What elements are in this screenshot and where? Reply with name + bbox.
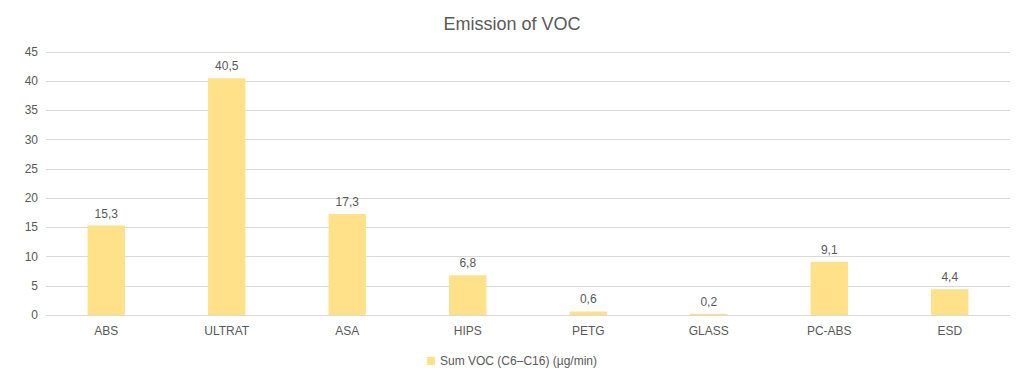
svg-text:Sum VOC (C6–C16) (µg/min): Sum VOC (C6–C16) (µg/min) <box>440 354 597 368</box>
svg-text:PC-ABS: PC-ABS <box>807 324 852 338</box>
svg-text:ESD: ESD <box>937 324 962 338</box>
svg-text:15: 15 <box>25 220 39 234</box>
svg-text:5: 5 <box>31 279 38 293</box>
svg-text:30: 30 <box>25 133 39 147</box>
svg-text:HIPS: HIPS <box>454 324 482 338</box>
svg-text:25: 25 <box>25 162 39 176</box>
svg-text:0,2: 0,2 <box>700 295 717 309</box>
svg-text:ULTRAT: ULTRAT <box>204 324 250 338</box>
svg-text:6,8: 6,8 <box>459 256 476 270</box>
svg-text:20: 20 <box>25 191 39 205</box>
svg-text:0: 0 <box>31 308 38 322</box>
svg-text:0,6: 0,6 <box>580 292 597 306</box>
svg-text:GLASS: GLASS <box>689 324 729 338</box>
svg-text:PETG: PETG <box>572 324 605 338</box>
svg-text:10: 10 <box>25 250 39 264</box>
svg-text:17,3: 17,3 <box>336 195 360 209</box>
svg-text:9,1: 9,1 <box>821 243 838 257</box>
svg-text:4,4: 4,4 <box>941 270 958 284</box>
svg-text:ABS: ABS <box>94 324 118 338</box>
svg-text:45: 45 <box>25 45 39 59</box>
svg-text:ASA: ASA <box>335 324 359 338</box>
svg-text:Emission of VOC: Emission of VOC <box>443 14 580 34</box>
svg-text:15,3: 15,3 <box>95 207 119 221</box>
svg-text:40: 40 <box>25 74 39 88</box>
svg-text:40,5: 40,5 <box>215 59 239 73</box>
svg-text:35: 35 <box>25 103 39 117</box>
